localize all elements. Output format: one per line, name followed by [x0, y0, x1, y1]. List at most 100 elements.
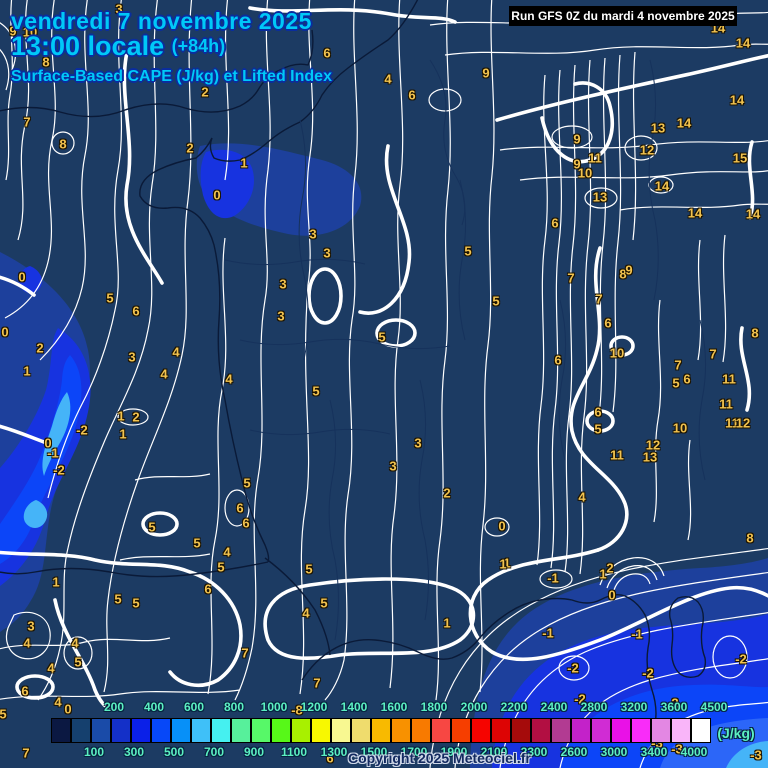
- li-value-label: 5: [492, 293, 500, 309]
- scale-tick-label: 2800: [580, 700, 608, 714]
- li-value-label: 4: [225, 371, 233, 387]
- li-value-label: 6: [408, 87, 416, 103]
- scale-tick-label: 3400: [640, 745, 668, 759]
- li-value-label: 9: [482, 65, 490, 81]
- li-value-label: 13: [592, 189, 608, 205]
- li-value-label: 13: [642, 449, 658, 465]
- scale-tick-label: 700: [203, 745, 225, 759]
- li-value-label: 6: [242, 515, 250, 531]
- scale-swatch: [551, 718, 571, 743]
- li-value-label: 12: [645, 437, 661, 453]
- li-value-label: 14: [687, 205, 703, 221]
- li-value-label: 4: [223, 544, 231, 560]
- li-value-label: 5: [464, 243, 472, 259]
- li-value-label: 0: [64, 701, 72, 717]
- li-value-label: 6: [551, 215, 559, 231]
- li-value-label: 8: [746, 530, 754, 546]
- li-value-label: 4: [71, 635, 79, 651]
- scale-swatch: [151, 718, 171, 743]
- li-value-label: 3: [323, 245, 331, 261]
- li-value-label: 10: [577, 165, 593, 181]
- scale-swatch: [111, 718, 131, 743]
- scale-swatch: [391, 718, 411, 743]
- li-value-label: 9: [625, 262, 633, 278]
- scale-tick-label: 3600: [660, 700, 688, 714]
- scale-tick-label: 1300: [320, 745, 348, 759]
- cape-color-scale: [51, 718, 711, 743]
- li-value-label: 14: [676, 115, 692, 131]
- li-value-label: 1: [443, 615, 451, 631]
- li-value-label: 2: [132, 409, 140, 425]
- li-value-label: -3: [671, 741, 683, 757]
- li-value-label: -1: [631, 626, 643, 642]
- li-value-label: 2: [606, 560, 614, 576]
- li-value-label: 0: [44, 435, 52, 451]
- li-value-label: 6: [594, 404, 602, 420]
- li-value-label: 7: [22, 745, 30, 761]
- scale-tick-label: 300: [123, 745, 145, 759]
- scale-swatch: [691, 718, 711, 743]
- scale-swatch: [371, 718, 391, 743]
- li-value-label: 0: [608, 587, 616, 603]
- li-value-label: 0: [1, 324, 9, 340]
- li-value-label: 14: [729, 92, 745, 108]
- li-value-label: 6: [326, 750, 334, 766]
- scale-swatch: [471, 718, 491, 743]
- scale-tick-label: 1400: [340, 700, 368, 714]
- scale-tick-label: 2400: [540, 700, 568, 714]
- scale-swatch: [491, 718, 511, 743]
- li-value-label: 7: [241, 645, 249, 661]
- li-value-label: 5: [312, 383, 320, 399]
- li-value-label: -2: [76, 422, 88, 438]
- li-value-label: 11: [725, 415, 739, 431]
- scale-tick-label: 1000: [260, 700, 288, 714]
- scale-swatch: [231, 718, 251, 743]
- li-value-label: -1: [547, 570, 559, 586]
- li-value-label: 1: [499, 556, 507, 572]
- valid-time-text: 13:00 locale: [11, 31, 165, 61]
- scale-swatch: [331, 718, 351, 743]
- li-value-label: -2: [574, 691, 586, 707]
- scale-swatch: [191, 718, 211, 743]
- li-value-label: 3: [115, 1, 123, 17]
- li-value-label: 7: [567, 270, 575, 286]
- scale-tick-label: 800: [223, 700, 245, 714]
- li-value-label: 5: [193, 535, 201, 551]
- li-value-label: 13: [650, 120, 666, 136]
- li-value-label: 7: [674, 357, 682, 373]
- scale-swatch: [431, 718, 451, 743]
- scale-tick-label: 3000: [600, 745, 628, 759]
- li-value-label: 4: [23, 635, 31, 651]
- scale-tick-label: 600: [183, 700, 205, 714]
- li-value-label: 5: [672, 375, 680, 391]
- scale-swatch: [71, 718, 91, 743]
- li-value-label: -1: [542, 625, 554, 641]
- date-title: vendredi 7 novembre 2025: [11, 8, 312, 34]
- li-contour-lines-bold: [0, 6, 768, 712]
- li-value-label: 5: [594, 421, 602, 437]
- li-value-label: 6: [683, 371, 691, 387]
- li-value-label: 5: [132, 595, 140, 611]
- li-value-label: 3: [414, 435, 422, 451]
- region-borders: [224, 59, 707, 641]
- li-value-label: 11: [610, 447, 624, 463]
- scale-swatch: [591, 718, 611, 743]
- li-value-label: 10: [609, 345, 625, 361]
- scale-swatch: [271, 718, 291, 743]
- li-value-label: 2: [201, 84, 209, 100]
- scale-tick-label: 900: [243, 745, 265, 759]
- scale-tick-label: 2200: [500, 700, 528, 714]
- scale-tick-label: 1900: [440, 745, 468, 759]
- li-value-label: 1: [503, 555, 511, 571]
- li-value-label: 6: [323, 45, 331, 61]
- coastline-borders: [0, 0, 707, 726]
- li-value-label: 8: [751, 325, 759, 341]
- li-value-label: 11: [722, 371, 736, 387]
- li-value-label: 5: [148, 519, 156, 535]
- li-value-label: 6: [204, 581, 212, 597]
- li-value-label: 3: [309, 226, 317, 242]
- li-value-label: 14: [745, 206, 761, 222]
- scale-tick-label: 200: [103, 700, 125, 714]
- scale-tick-label: 4500: [700, 700, 728, 714]
